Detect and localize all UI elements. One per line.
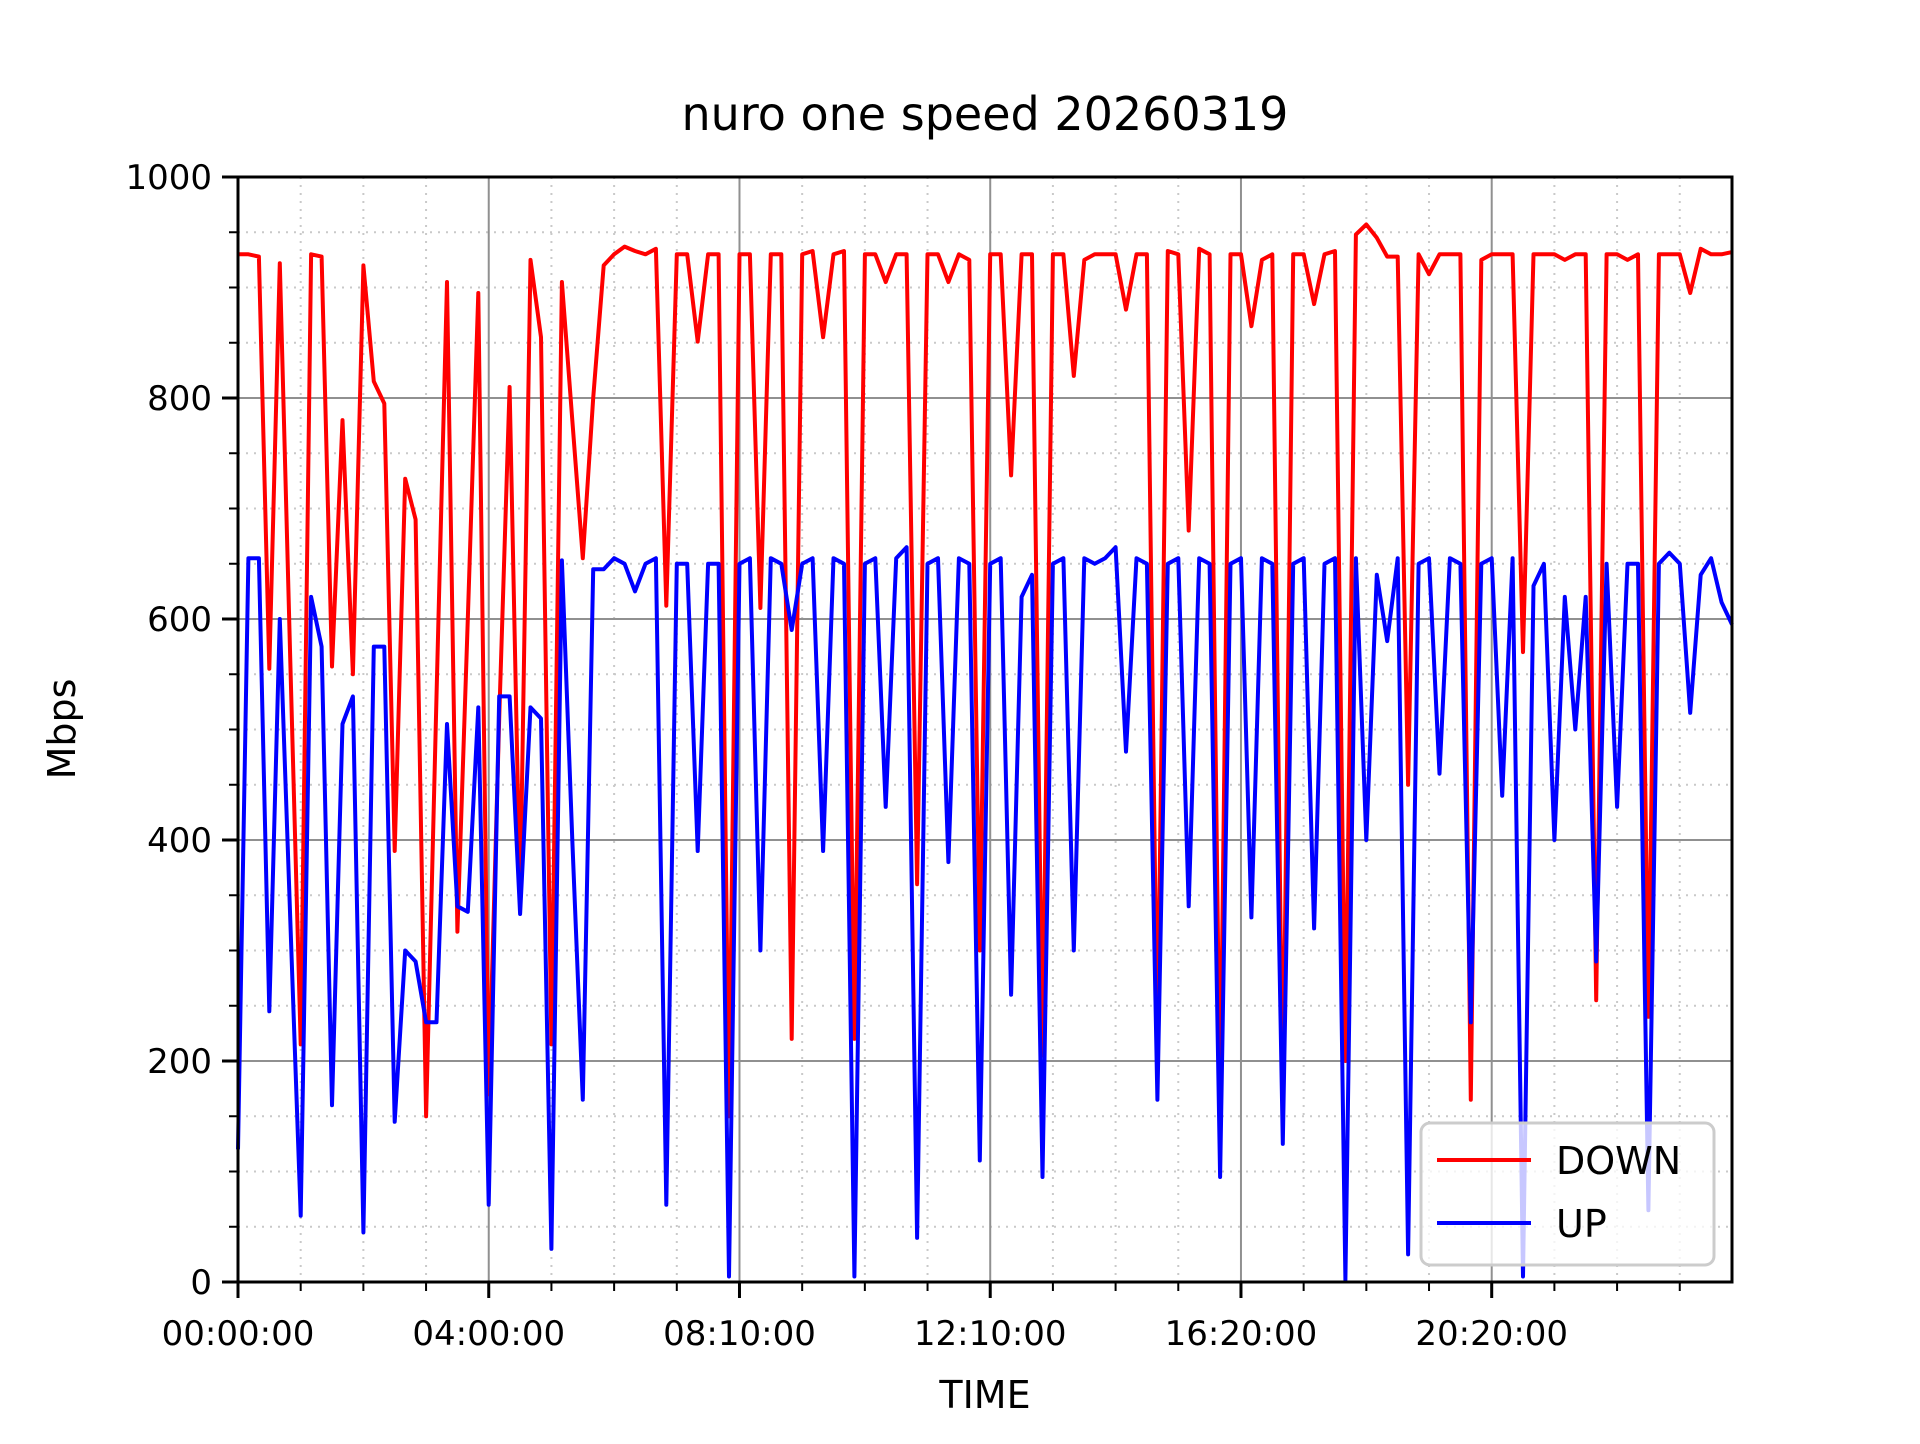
- x-tick-label: 16:20:00: [1165, 1314, 1318, 1354]
- y-tick-label: 200: [147, 1042, 212, 1082]
- chart-title: nuro one speed 20260319: [682, 87, 1289, 141]
- x-tick-label: 04:00:00: [412, 1314, 565, 1354]
- plot-lines: [236, 222, 1734, 1282]
- y-tick-label: 800: [147, 379, 212, 419]
- x-tick-label: 08:10:00: [663, 1314, 816, 1354]
- x-tick-label: 20:20:00: [1415, 1314, 1568, 1354]
- y-tick-label: 0: [190, 1263, 212, 1303]
- x-tick-label: 12:10:00: [914, 1314, 1067, 1354]
- axis-ticks: [222, 175, 1681, 1298]
- x-tick-label: 00:00:00: [162, 1314, 315, 1354]
- legend: DOWN UP: [1419, 1121, 1716, 1267]
- y-tick-label: 400: [147, 821, 212, 861]
- y-tick-label: 600: [147, 600, 212, 640]
- y-tick-label: 1000: [125, 158, 212, 198]
- x-axis-label: TIME: [938, 1373, 1030, 1417]
- legend-up-label: UP: [1556, 1202, 1607, 1246]
- down-line: [238, 222, 1733, 1119]
- legend-down-label: DOWN: [1556, 1139, 1681, 1183]
- axis-tick-labels: 00:00:00 04:00:00 08:10:00 12:10:00 16:20:00…: [125, 158, 1568, 1354]
- y-axis-label: Mbps: [40, 679, 84, 780]
- up-line: [236, 545, 1734, 1282]
